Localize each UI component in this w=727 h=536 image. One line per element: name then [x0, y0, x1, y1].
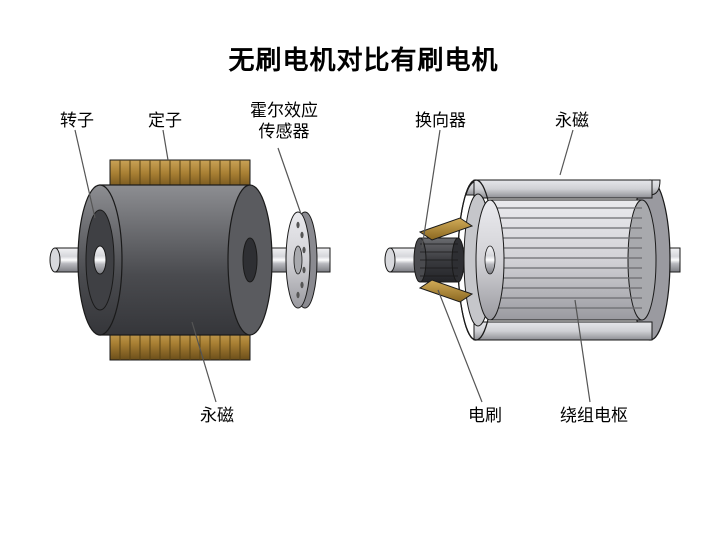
- motor-diagram-svg: [0, 0, 727, 536]
- hall-sensor-disc: [286, 212, 317, 308]
- rotor-cylinder: [78, 185, 272, 335]
- commutator: [414, 238, 464, 282]
- armature: [476, 200, 656, 320]
- diagram-canvas: 无刷电机对比有刷电机 转子 定子 霍尔效应传感器 永磁 换向器 永磁 电刷 绕组…: [0, 0, 727, 536]
- brushless-motor: [50, 160, 330, 360]
